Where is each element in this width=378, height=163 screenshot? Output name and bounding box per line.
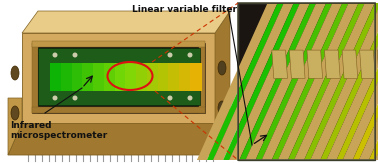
Polygon shape (375, 3, 378, 160)
Polygon shape (207, 3, 284, 160)
Polygon shape (288, 3, 365, 160)
Polygon shape (289, 50, 305, 78)
Polygon shape (369, 3, 378, 160)
Polygon shape (327, 3, 378, 160)
Bar (71, 63, 83, 91)
Polygon shape (262, 3, 342, 160)
Ellipse shape (218, 101, 226, 115)
Polygon shape (213, 3, 285, 160)
Polygon shape (272, 50, 288, 78)
Bar (50, 63, 62, 91)
Ellipse shape (218, 61, 226, 75)
Polygon shape (278, 3, 350, 160)
Polygon shape (246, 3, 318, 160)
Polygon shape (22, 33, 215, 123)
Polygon shape (215, 11, 230, 123)
Bar (158, 63, 169, 91)
Bar (32, 41, 205, 47)
Polygon shape (310, 3, 378, 160)
Polygon shape (32, 43, 205, 113)
Bar (147, 63, 158, 91)
Circle shape (167, 96, 172, 101)
Polygon shape (375, 3, 378, 160)
Bar (169, 63, 180, 91)
Bar (93, 63, 105, 91)
Polygon shape (223, 3, 300, 160)
Text: Infrared
microspectrometer: Infrared microspectrometer (10, 121, 107, 140)
Polygon shape (307, 50, 322, 78)
Polygon shape (245, 3, 326, 160)
Bar (190, 63, 201, 91)
Polygon shape (8, 123, 230, 155)
Text: Linear variable filter: Linear variable filter (133, 5, 237, 14)
Circle shape (73, 96, 77, 101)
Polygon shape (262, 3, 334, 160)
Polygon shape (336, 3, 378, 160)
Bar (179, 63, 191, 91)
Polygon shape (342, 50, 358, 78)
Polygon shape (229, 3, 302, 160)
Bar (125, 63, 137, 91)
Circle shape (187, 52, 192, 58)
Polygon shape (359, 3, 378, 160)
Bar (61, 63, 72, 91)
Polygon shape (324, 50, 340, 78)
Bar (199, 43, 205, 113)
Polygon shape (278, 3, 359, 160)
Polygon shape (343, 3, 378, 160)
Circle shape (53, 52, 57, 58)
Polygon shape (377, 50, 378, 78)
Polygon shape (294, 3, 366, 160)
Circle shape (187, 96, 192, 101)
Bar (82, 63, 94, 91)
Polygon shape (38, 48, 200, 105)
Polygon shape (320, 3, 378, 160)
Polygon shape (239, 3, 316, 160)
Polygon shape (359, 3, 378, 160)
Bar (115, 63, 126, 91)
Circle shape (73, 52, 77, 58)
Circle shape (53, 96, 57, 101)
Bar (136, 63, 148, 91)
Polygon shape (229, 3, 310, 160)
Polygon shape (215, 98, 230, 155)
Bar (238, 3, 375, 160)
Polygon shape (197, 3, 277, 160)
Ellipse shape (11, 106, 19, 120)
Polygon shape (310, 3, 378, 160)
Polygon shape (353, 3, 378, 160)
Polygon shape (359, 50, 375, 78)
Polygon shape (256, 3, 333, 160)
Polygon shape (294, 3, 375, 160)
Bar (238, 3, 375, 160)
Polygon shape (342, 3, 378, 160)
Polygon shape (22, 11, 230, 33)
Polygon shape (272, 3, 349, 160)
Bar (32, 43, 38, 113)
Polygon shape (327, 3, 378, 160)
Bar (32, 107, 205, 113)
Bar (104, 63, 115, 91)
Circle shape (167, 52, 172, 58)
Polygon shape (304, 3, 378, 160)
Polygon shape (8, 98, 22, 155)
Bar (238, 3, 375, 160)
Polygon shape (213, 3, 294, 160)
Ellipse shape (11, 66, 19, 80)
